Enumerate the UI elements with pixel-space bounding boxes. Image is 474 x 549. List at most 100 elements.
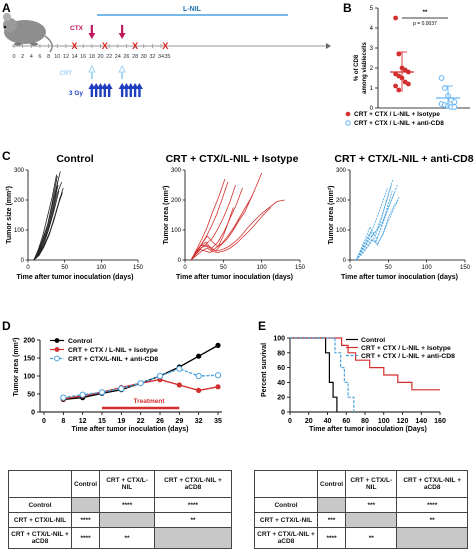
ylabel: Tumor area (mm²)	[163, 186, 170, 245]
ytick-label: 0	[281, 410, 285, 417]
panel-b-point	[451, 99, 458, 105]
legend-label: Control	[361, 337, 385, 344]
mean-growth-point	[137, 380, 144, 387]
table-e-col-header: CRT + CTX/L-NIL	[345, 470, 398, 498]
timeline-tick-label: 0	[12, 54, 15, 60]
table-cell: ***	[345, 497, 398, 513]
rt-arrow-icon	[135, 83, 143, 89]
ytick-label: 300	[171, 168, 182, 174]
panel-d-xlabel: Time after tumor inoculation (days)	[72, 426, 189, 433]
table-cell	[153, 527, 233, 549]
table-cell: ****	[316, 527, 347, 549]
panel-b-ytick-label: 1	[370, 86, 374, 92]
xtick-label: 0	[348, 265, 352, 271]
timeline-tick-label: 16	[80, 54, 86, 60]
xtick-label: 0	[183, 265, 187, 271]
ytick-label: 100	[336, 228, 347, 234]
ytick-label: 300	[14, 168, 25, 174]
table-cell: ***	[316, 512, 347, 528]
tumor-growth-line	[355, 184, 392, 261]
xtick-label: 32	[195, 418, 203, 425]
legend-marker	[54, 347, 60, 352]
xtick-label: 80	[361, 418, 369, 425]
panel-label-c: C	[2, 149, 11, 163]
mean-growth-point	[118, 385, 125, 392]
table-cell: ****	[99, 497, 155, 513]
timeline-tick-label: 18	[89, 54, 95, 60]
table-row: CRT + CTX/L-NIL + aCD8 **** **	[8, 527, 233, 549]
table-e-row-header: Control	[254, 497, 318, 513]
xtick-label: 150	[295, 265, 306, 271]
xtick-label: 100	[96, 265, 107, 271]
timeline-tick-label: 4	[30, 54, 33, 60]
table-row: Control *** ****	[254, 497, 468, 513]
tumor-growth-line	[190, 195, 253, 261]
panel-c1-title: Control	[56, 153, 93, 165]
table-cell	[99, 512, 155, 528]
table-cell	[396, 527, 468, 549]
survival-curve	[290, 337, 355, 412]
cross-icon: X	[102, 41, 108, 51]
tumor-growth-line	[190, 199, 285, 261]
ytick-label: 200	[336, 198, 347, 204]
timeline-ticks: 0 2 4 6 8 10 12 14 16 18 20 22 24 26 28 30 32 34 35	[12, 44, 170, 60]
panel-b-legend-2: CRT + CTX / L-NIL + anti-CD8	[354, 120, 444, 127]
xtick-label: 0	[42, 418, 46, 425]
xtick-label: 100	[422, 265, 433, 271]
xtick-label: 150	[460, 265, 471, 271]
crt-arrow-icon	[88, 64, 96, 73]
ctx-arrow-icon	[118, 33, 126, 39]
panel-b-ytick-label: 2	[370, 66, 374, 72]
panel-b-chart: 0 1 2 3 4 5 % of CD8 among viablecells ** p =…	[345, 6, 470, 127]
significance-table-d: Control CRT + CTX/L-NIL CRT + CTX/L-NIL …	[8, 470, 233, 549]
timeline-tick-label: 34	[158, 54, 164, 60]
ytick-label: 200	[23, 338, 35, 345]
timeline-tick-label: 12	[63, 54, 69, 60]
table-cell: **	[396, 512, 468, 528]
xtick-label: 8	[61, 418, 65, 425]
survival-curve	[290, 337, 338, 412]
ylabel: Tumor area (mm²)	[328, 186, 335, 245]
survival-curve	[290, 337, 440, 391]
xtick-label: 0	[288, 418, 292, 425]
table-cell: **	[153, 512, 233, 528]
mean-growth-point	[196, 353, 202, 359]
panel-c2-title: CRT + CTX/L-NIL + Isotype	[166, 153, 299, 165]
xtick-label: 100	[257, 265, 268, 271]
xtick-label: 60	[342, 418, 350, 425]
tumor-growth-line	[355, 199, 399, 261]
panel-b-point	[393, 15, 398, 21]
tumor-growth-line	[33, 180, 59, 261]
panel-d-chart: 0 50 100 150 200 0 8 12 15 19 22 26 29 32 35 Control CRT…	[23, 338, 222, 425]
table-cell: **	[345, 527, 398, 549]
table-d-row-header: CRT + CTX/L-NIL + aCD8	[8, 527, 72, 549]
cross-icon: X	[132, 41, 138, 51]
table-e-col-header: Control	[316, 470, 347, 498]
tumor-growth-line	[33, 171, 61, 261]
tumor-growth-line	[190, 178, 226, 261]
xtick-label: 20	[305, 418, 313, 425]
legend-label: CRT + CTX/L-NIL + anti-CD8	[68, 356, 158, 363]
xtick-label: 19	[117, 418, 125, 425]
ytick-label: 100	[273, 336, 285, 343]
timeline-tick-label: 30	[141, 54, 147, 60]
xtick-label: 50	[220, 265, 227, 271]
xtick-label: 40	[324, 418, 332, 425]
table-row: Control **** ****	[8, 497, 233, 513]
tumor-growth-line	[355, 187, 388, 261]
ytick-label: 100	[23, 374, 35, 381]
ytick-label: 40	[277, 380, 285, 387]
timeline-tick-label: 14	[71, 54, 77, 60]
ytick-label: 100	[14, 228, 25, 234]
table-d-row-header: CRT + CTX/L-NIL	[8, 512, 72, 528]
legend-marker-isotype	[345, 111, 351, 117]
legend-marker	[54, 355, 60, 362]
mean-growth-point	[196, 387, 202, 393]
ytick-label: 300	[336, 168, 347, 174]
mean-growth-point	[215, 384, 221, 390]
panel-b-ytick-label: 5	[370, 6, 374, 12]
panel-b-point	[393, 83, 398, 89]
table-e-corner	[254, 470, 318, 498]
panel-label-b: B	[343, 1, 352, 15]
tumor-growth-line	[355, 196, 400, 261]
